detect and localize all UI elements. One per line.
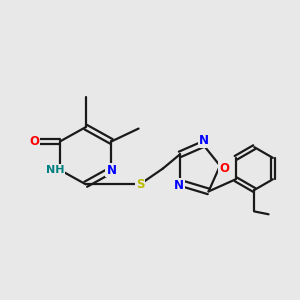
Text: N: N	[174, 179, 184, 192]
Text: S: S	[136, 178, 144, 191]
Text: N: N	[106, 164, 116, 176]
Text: N: N	[199, 134, 209, 147]
Text: O: O	[29, 135, 39, 148]
Text: NH: NH	[46, 165, 64, 175]
Text: O: O	[219, 162, 229, 175]
